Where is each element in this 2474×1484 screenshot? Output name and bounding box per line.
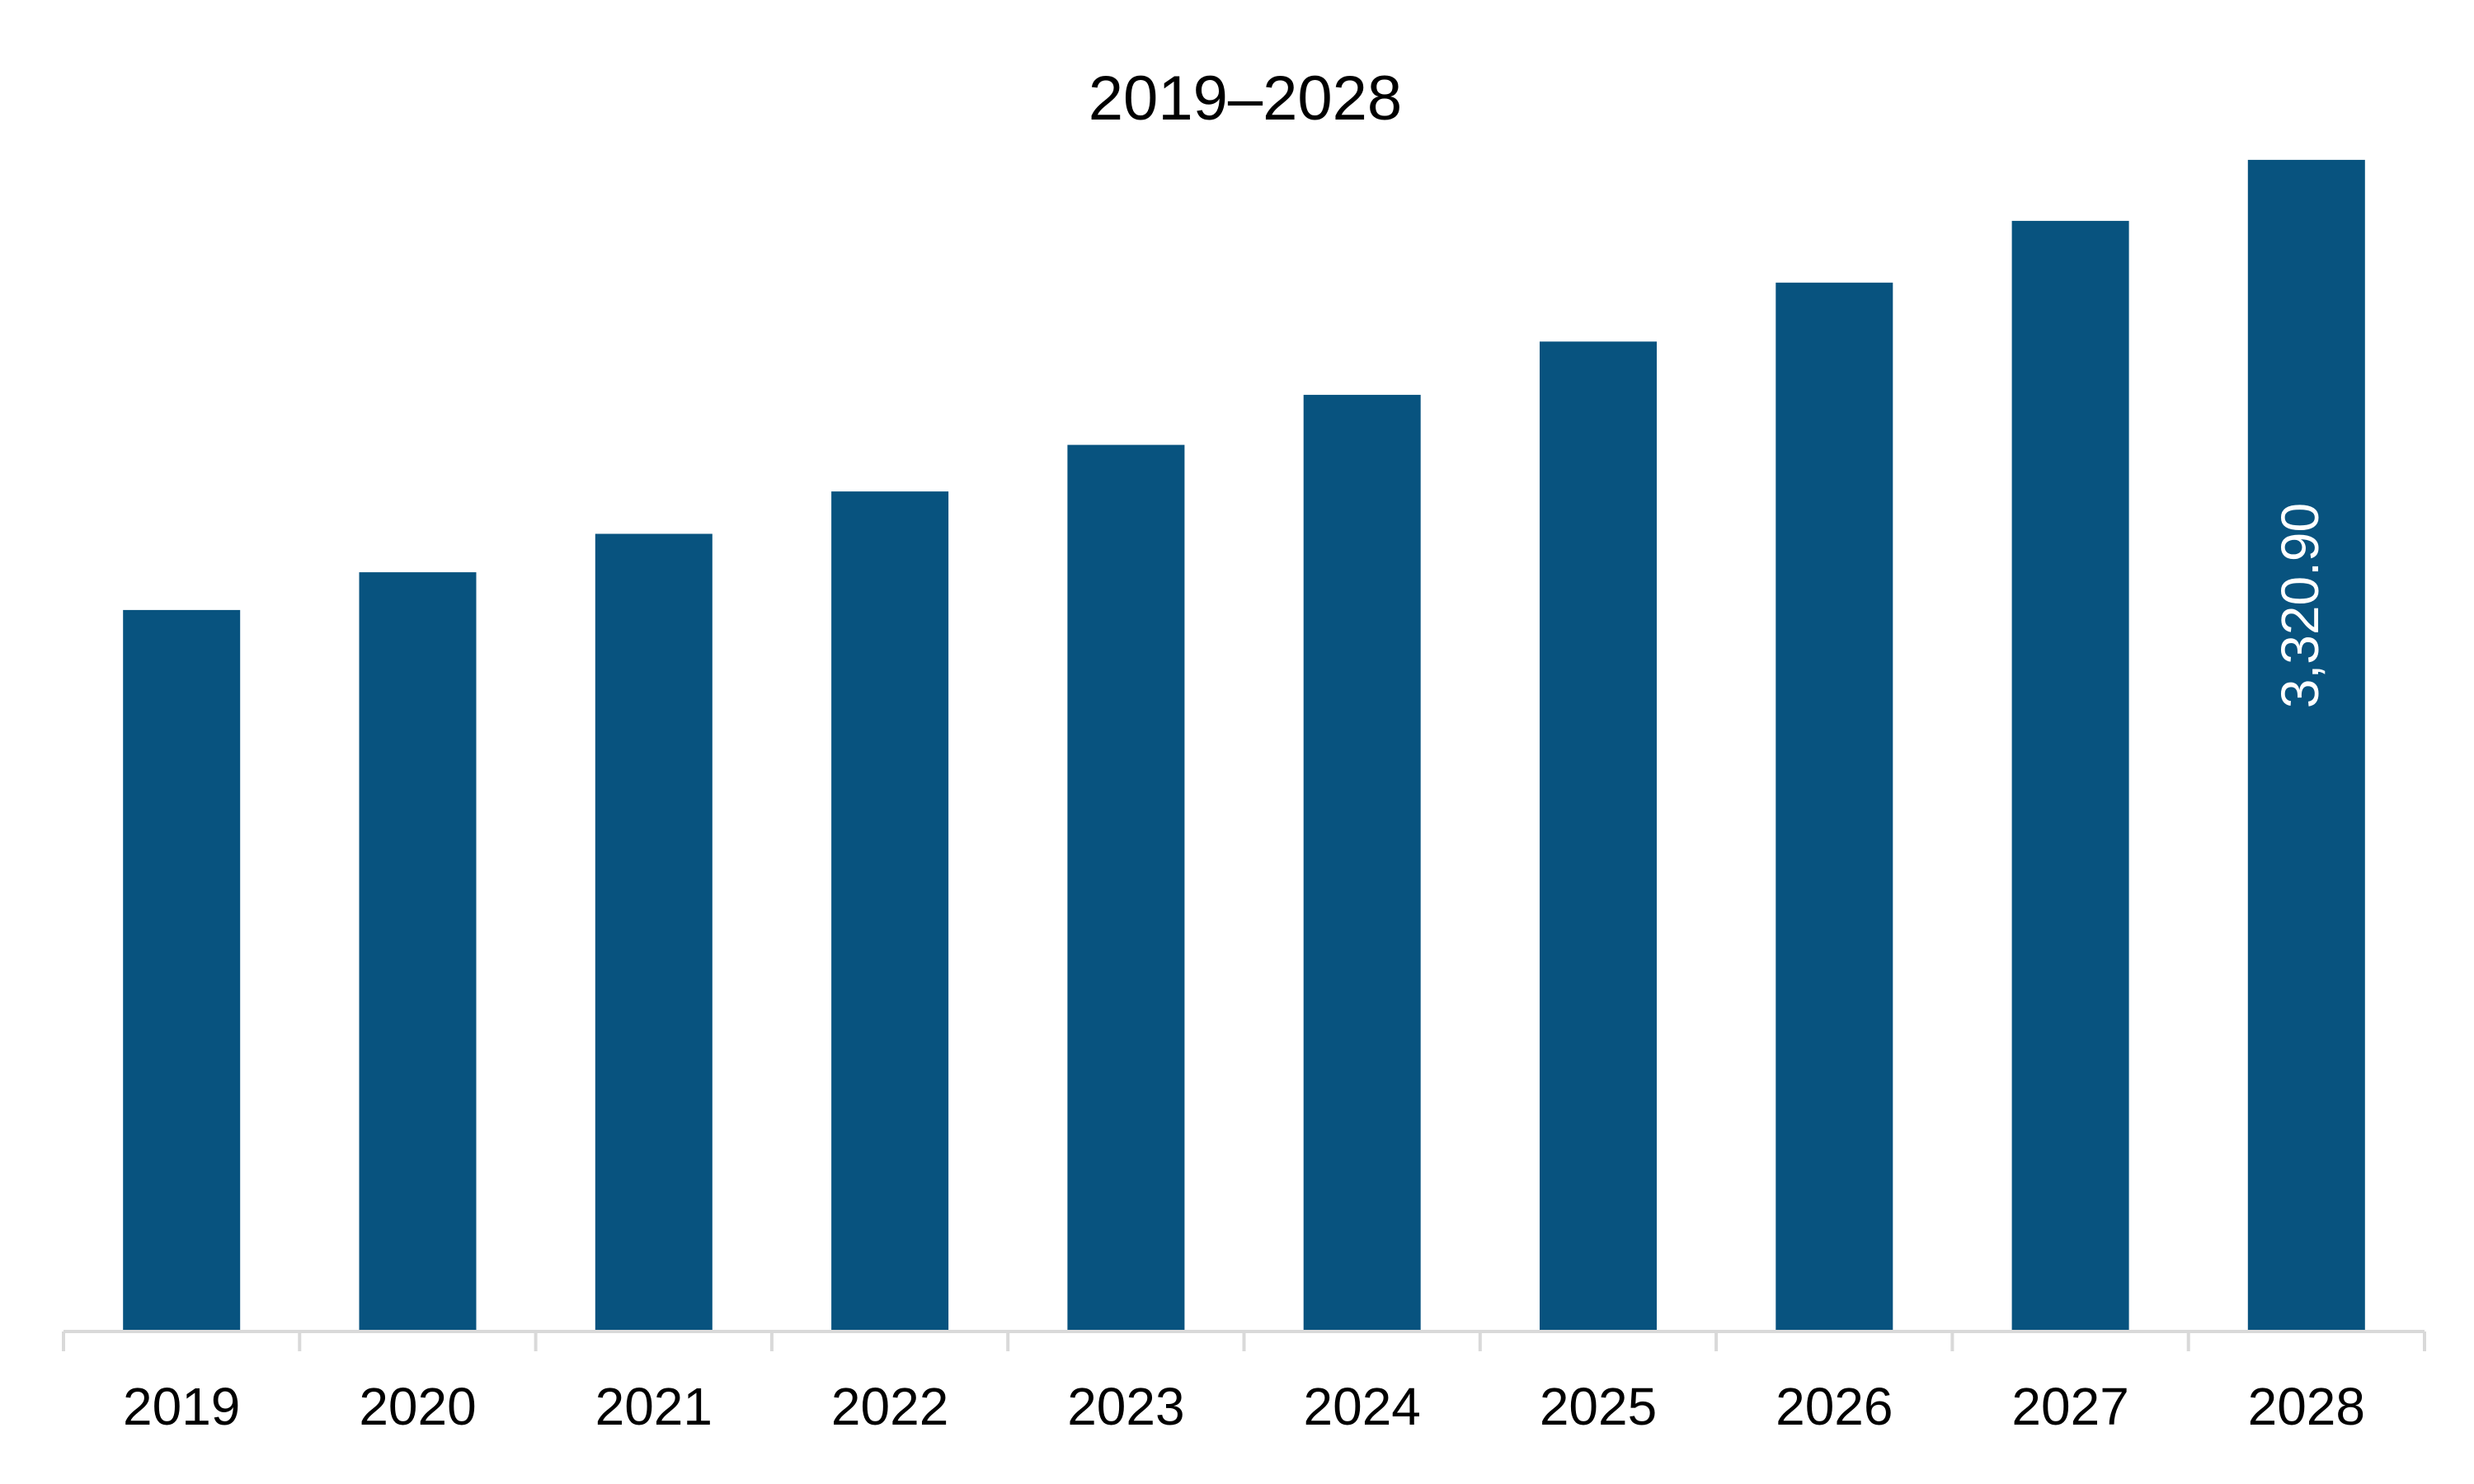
x-tick-label-2024: 2024 [1304, 1377, 1421, 1436]
x-tick-label-2020: 2020 [359, 1377, 476, 1436]
bar-2019 [123, 609, 241, 1331]
x-tick-label-2026: 2026 [1776, 1377, 1893, 1436]
x-tick-label-2019: 2019 [123, 1377, 240, 1436]
x-axis [62, 1330, 2426, 1351]
bar-2027 [2011, 220, 2129, 1331]
bar-2020 [359, 572, 477, 1331]
x-tick-label-2023: 2023 [1067, 1377, 1184, 1436]
data-labels: 3,320.90 [2270, 503, 2330, 708]
bar-2025 [1540, 341, 1657, 1331]
chart-title: 2019–2028 [1089, 63, 1402, 134]
data-label-2028: 3,320.90 [2270, 503, 2330, 708]
x-tick-label-2025: 2025 [1540, 1377, 1657, 1436]
bar-2023 [1067, 444, 1185, 1331]
bars-group [123, 159, 2365, 1331]
bar-2022 [831, 491, 949, 1331]
x-tick-label-2021: 2021 [595, 1377, 713, 1436]
x-tick-label-2028: 2028 [2248, 1377, 2365, 1436]
bar-2026 [1776, 282, 1893, 1331]
x-tick-label-2022: 2022 [831, 1377, 948, 1436]
x-tick-label-2027: 2027 [2011, 1377, 2128, 1436]
bar-2028 [2247, 159, 2365, 1331]
bar-2021 [595, 533, 713, 1331]
bar-2024 [1303, 394, 1421, 1331]
x-tick-labels: 2019 2020 2021 2022 2023 2024 2025 2026 2027 2028 [123, 1377, 2365, 1436]
